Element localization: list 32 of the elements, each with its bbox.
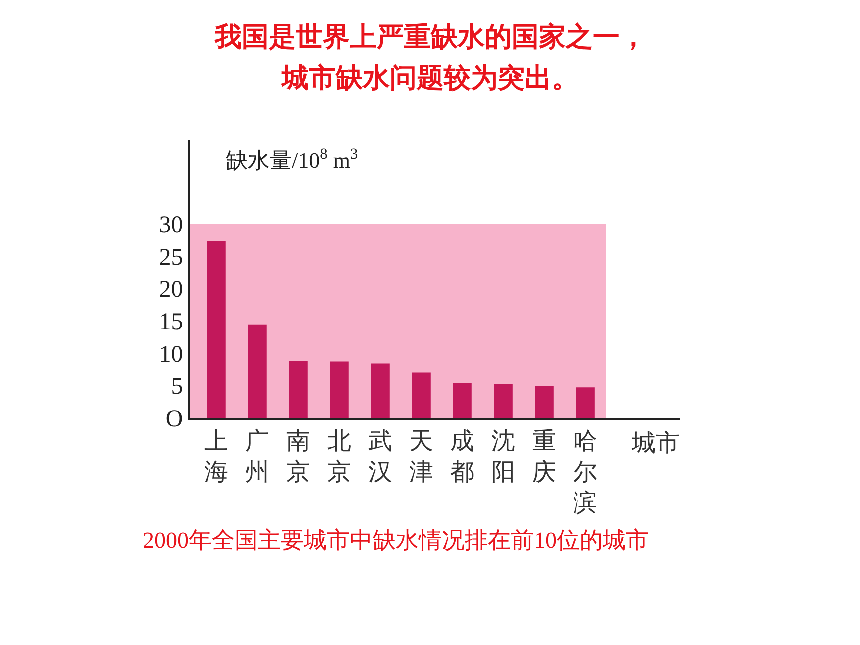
x-tick-label: 南京 [286,428,311,486]
x-axis-title: 城市 [631,430,680,457]
bar [207,242,226,418]
bar [371,364,390,418]
text: 2000年全国主要城市中缺水情况排在前10位的城市 [143,528,649,553]
bar [412,372,431,418]
bar [453,383,472,418]
x-tick-label: 重庆 [532,428,557,486]
bar [330,362,349,418]
x-tick-label: 哈尔滨 [574,428,598,518]
x-tick-label: 武汉 [368,428,393,486]
y-tick-label: 15 [159,309,184,336]
x-tick-label: 成都 [450,428,475,486]
x-tick-label: 广州 [246,428,270,486]
y-tick-label: 25 [159,244,184,271]
x-tick-label: 天津 [410,428,434,486]
bar [535,386,554,418]
y-tick-label: 30 [159,212,184,238]
x-tick-label: 北京 [328,428,352,486]
y-tick-label: O [166,406,184,432]
x-tick-label: 上海 [204,428,229,486]
y-axis-title: 缺水量/10$^{8}$ m$^{3}$ [226,146,358,174]
x-tick-label: 沈阳 [492,428,516,486]
y-tick-label: 5 [171,374,184,400]
y-tick-label: 20 [159,277,184,304]
chart-subtitle: 城市缺水问题较为突出。 [281,63,579,94]
bar [289,361,308,418]
y-tick-label: 10 [159,342,184,368]
bar [576,388,595,418]
bar [248,324,267,418]
chart-title: 我国是世界上严重缺水的国家之一， [214,22,647,53]
bar [494,384,513,418]
